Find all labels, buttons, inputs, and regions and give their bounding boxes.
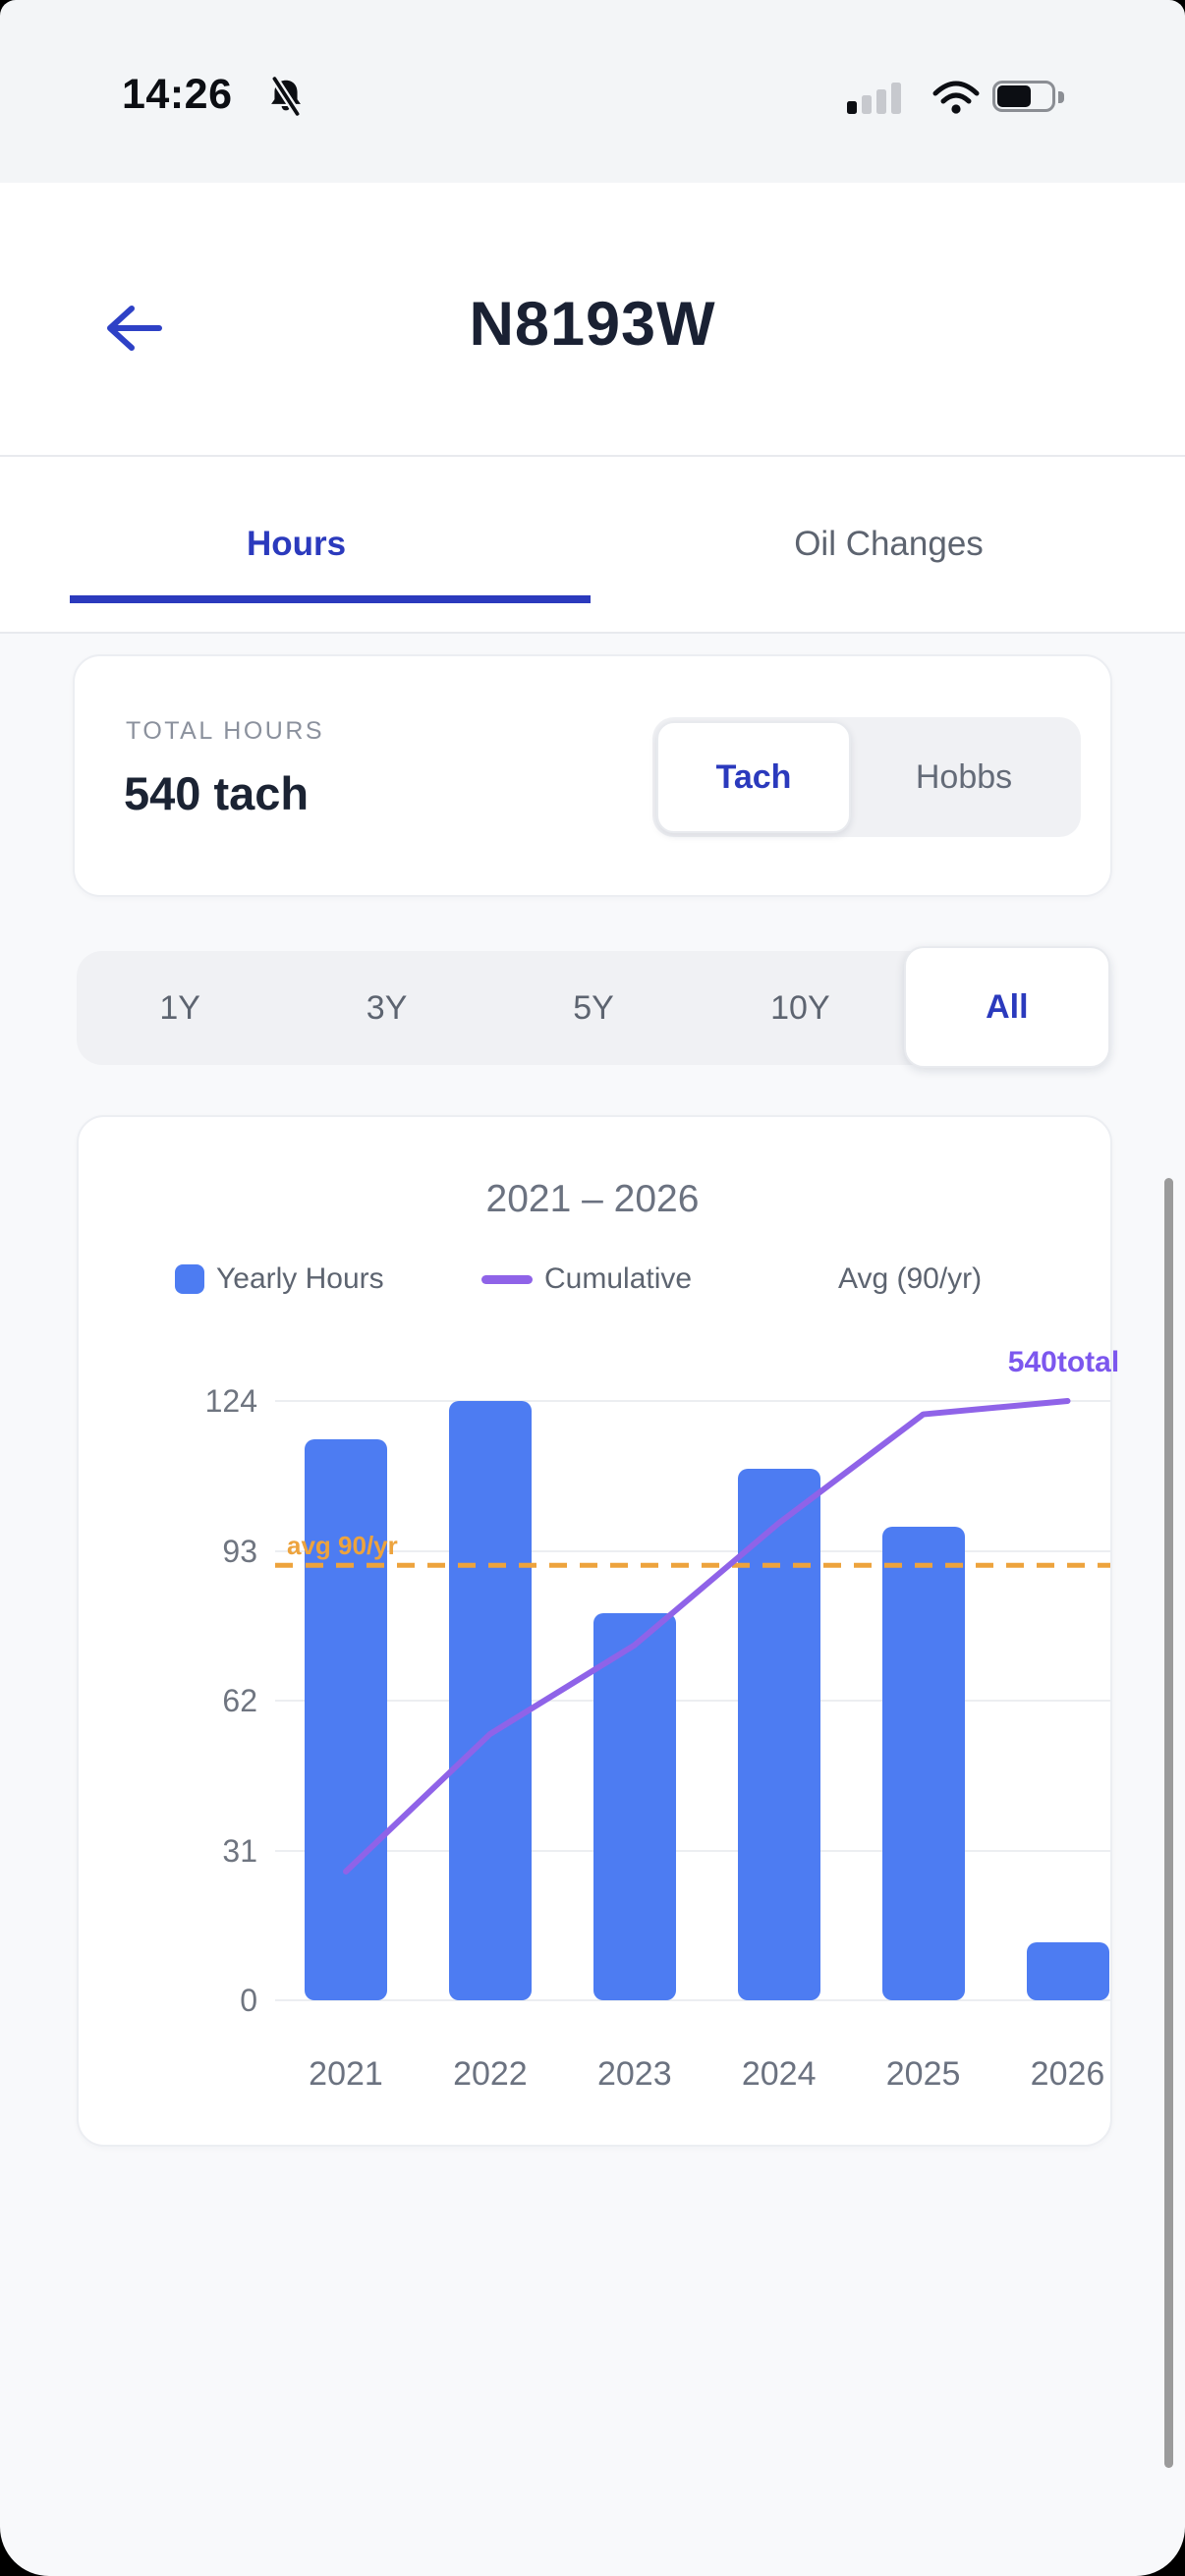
header: N8193W — [0, 183, 1185, 455]
bar-2024[interactable] — [737, 1468, 820, 2000]
segment-hobbs[interactable]: Hobbs — [851, 717, 1077, 837]
avg-line-label: avg 90/yr — [287, 1531, 398, 1561]
range-button-label: All — [986, 987, 1029, 1026]
y-tick-31: 31 — [222, 1832, 257, 1869]
active-tab-indicator — [70, 595, 591, 603]
tab-oil-changes[interactable]: Oil Changes — [592, 457, 1185, 632]
y-tick-0: 0 — [240, 1983, 257, 2018]
bar-2022[interactable] — [448, 1401, 532, 2000]
legend-yearly-hours: Yearly Hours — [175, 1261, 384, 1297]
gridline-31 — [275, 1849, 1110, 1852]
range-button-label: 1Y — [159, 988, 200, 1027]
y-tick-62: 62 — [222, 1683, 257, 1718]
x-label-2025: 2025 — [885, 2055, 961, 2093]
total-hours-label: TOTAL HOURS — [126, 717, 325, 745]
range-button-10y[interactable]: 10Y — [697, 951, 903, 1065]
gridline-124 — [275, 1400, 1110, 1402]
total-hours-value: 540 tach — [124, 767, 310, 819]
time-range-selector: 1Y 3Y 5Y 10Y All — [77, 946, 1110, 1068]
tab-hours[interactable]: Hours — [0, 457, 592, 632]
legend-average: Avg (90/yr) — [838, 1261, 982, 1297]
wifi-icon — [930, 79, 983, 121]
tab-bar: Hours Oil Changes — [0, 455, 1185, 634]
tach-hobbs-segmented-control: Tach Hobbs — [652, 717, 1081, 837]
bar-2021[interactable] — [305, 1439, 387, 2000]
y-tick-124: 124 — [204, 1383, 257, 1419]
back-button[interactable] — [98, 299, 169, 358]
x-label-2022: 2022 — [453, 2055, 528, 2093]
range-button-all[interactable]: All — [903, 946, 1110, 1068]
segment-tach[interactable]: Tach — [656, 721, 851, 833]
battery-icon — [992, 81, 1083, 114]
y-tick-93: 93 — [222, 1533, 257, 1569]
chart-title: 2021 – 2026 — [485, 1178, 700, 1220]
gridline-62 — [275, 1700, 1110, 1702]
bar-2023[interactable] — [592, 1613, 676, 2000]
bell-slash-icon — [265, 74, 307, 122]
page-title: N8193W — [469, 290, 716, 359]
tab-oil-changes-label: Oil Changes — [794, 525, 984, 563]
range-button-3y[interactable]: 3Y — [283, 951, 489, 1065]
gridline-93 — [275, 1549, 1110, 1552]
x-label-2021: 2021 — [309, 2055, 383, 2093]
x-label-2026: 2026 — [1030, 2055, 1105, 2093]
range-button-label: 10Y — [770, 988, 830, 1027]
bar-2025[interactable] — [881, 1526, 965, 2000]
bar-2026[interactable] — [1026, 1941, 1109, 2000]
range-button-1y[interactable]: 1Y — [77, 951, 283, 1065]
legend-yearly-hours-label: Yearly Hours — [216, 1262, 384, 1295]
clock: 14:26 — [122, 71, 233, 118]
cumulative-total-annotation: 540total — [1007, 1346, 1120, 1378]
x-label-2024: 2024 — [741, 2055, 817, 2093]
range-button-5y[interactable]: 5Y — [490, 951, 697, 1065]
yearly-hours-swatch-icon — [175, 1264, 204, 1294]
legend-cumulative-label: Cumulative — [544, 1262, 693, 1295]
range-button-label: 3Y — [366, 988, 408, 1027]
segment-tach-label: Tach — [715, 757, 792, 796]
cumulative-swatch-icon — [481, 1274, 533, 1284]
segment-hobbs-label: Hobbs — [915, 757, 1013, 796]
status-bar: 14:26 — [0, 0, 1185, 183]
scrollbar-thumb[interactable] — [1164, 1178, 1173, 2468]
legend-cumulative: Cumulative — [481, 1261, 692, 1297]
legend-average-label: Avg (90/yr) — [838, 1262, 983, 1295]
range-button-label: 5Y — [573, 988, 614, 1027]
x-label-2023: 2023 — [596, 2055, 672, 2093]
total-hours-card: TOTAL HOURS 540 tach Tach Hobbs — [73, 654, 1112, 897]
gridline-0 — [275, 1999, 1110, 2001]
tab-hours-label: Hours — [246, 525, 347, 563]
cellular-signal-icon — [847, 81, 906, 119]
